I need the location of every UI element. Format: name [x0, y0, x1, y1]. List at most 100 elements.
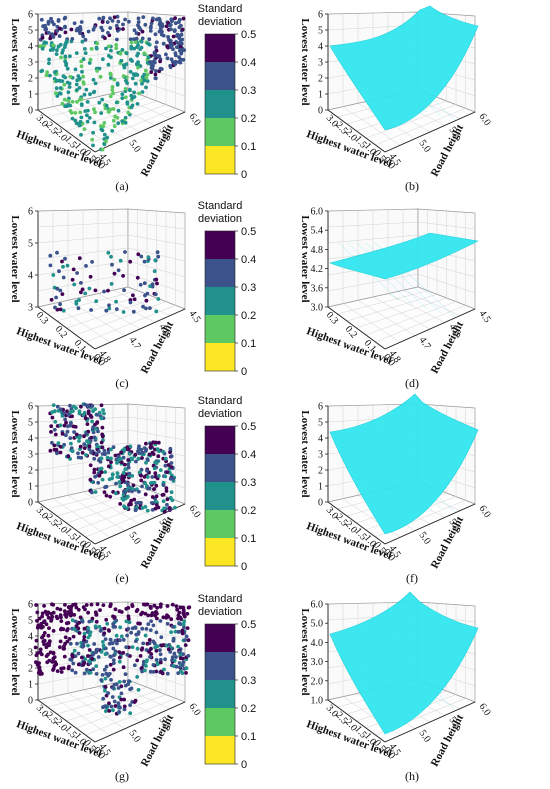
data-point — [52, 443, 57, 448]
data-point — [151, 16, 155, 21]
data-point — [146, 622, 151, 626]
z-tick-label: 2 — [318, 74, 323, 85]
data-point — [68, 109, 73, 113]
data-point — [67, 81, 72, 86]
data-point — [65, 429, 70, 434]
data-point — [119, 456, 123, 461]
data-point — [181, 611, 186, 615]
data-point — [184, 634, 189, 639]
data-point — [90, 616, 95, 621]
z-tick-label: 4.0 — [311, 638, 324, 649]
data-point — [177, 650, 182, 654]
data-point — [76, 74, 81, 78]
data-point — [51, 602, 56, 607]
data-point — [128, 259, 133, 264]
data-point — [99, 416, 104, 421]
data-point — [163, 456, 168, 461]
data-point — [102, 704, 107, 709]
y-tick-label: 4.5 — [477, 308, 493, 325]
data-point — [151, 623, 156, 628]
data-point — [92, 435, 97, 440]
data-point — [140, 29, 145, 34]
data-point — [34, 603, 38, 607]
data-point — [133, 40, 138, 44]
data-point — [72, 648, 77, 653]
data-point — [177, 610, 182, 615]
data-point — [63, 603, 67, 607]
data-point — [164, 24, 169, 29]
data-point — [71, 634, 76, 639]
data-point — [114, 100, 119, 105]
data-point — [130, 96, 135, 101]
data-point — [113, 638, 118, 643]
data-point — [143, 505, 148, 509]
data-point — [176, 60, 181, 64]
data-point — [148, 25, 153, 30]
data-point — [122, 679, 127, 684]
data-point — [174, 664, 179, 669]
panel-c-x-axis — [37, 306, 96, 350]
data-point — [58, 444, 63, 449]
data-point — [48, 448, 53, 453]
data-point — [119, 58, 124, 63]
data-point — [68, 403, 72, 408]
data-point — [92, 467, 97, 472]
data-point — [170, 43, 175, 47]
data-point — [164, 615, 169, 620]
data-point — [153, 32, 158, 37]
data-point — [45, 70, 49, 75]
data-point — [39, 69, 44, 74]
data-point — [101, 640, 105, 644]
data-point — [51, 403, 56, 407]
data-point — [102, 132, 107, 137]
data-point — [65, 424, 70, 429]
data-point — [79, 132, 83, 137]
data-point — [144, 627, 149, 631]
data-point — [149, 442, 153, 446]
data-point — [84, 453, 88, 457]
data-point — [139, 478, 144, 483]
data-point — [93, 474, 97, 479]
mesh-line — [365, 45, 442, 117]
data-point — [122, 288, 126, 293]
data-point — [47, 61, 51, 66]
data-point — [133, 626, 138, 630]
data-point — [141, 602, 146, 607]
data-point — [90, 260, 94, 264]
z-tick-label: 5.4 — [311, 226, 324, 237]
data-point — [154, 630, 159, 635]
z-tick-label: 2 — [28, 74, 33, 85]
data-point — [99, 440, 104, 445]
colorbar-swatch — [205, 62, 235, 90]
z-tick-label: 5 — [28, 239, 33, 250]
data-point — [71, 661, 76, 666]
data-point — [70, 99, 75, 104]
gridline — [112, 485, 171, 511]
z-tick-label: 2 — [28, 664, 33, 675]
data-point — [76, 455, 81, 460]
data-point — [130, 645, 135, 649]
data-point — [110, 472, 115, 477]
data-point — [66, 412, 71, 417]
data-point — [60, 51, 65, 55]
data-point — [78, 27, 83, 32]
data-point — [98, 608, 102, 612]
colorbar-tick-label: 0.4 — [241, 647, 256, 659]
data-point — [80, 655, 84, 660]
data-point — [82, 661, 87, 665]
z-tick-label: 6 — [28, 10, 33, 21]
data-point — [66, 90, 71, 95]
y-tick-label: 5.0 — [127, 138, 143, 155]
data-point — [71, 267, 76, 272]
data-point — [58, 302, 62, 307]
data-point — [121, 274, 125, 278]
data-point — [63, 30, 68, 35]
data-point — [109, 282, 114, 286]
data-point — [154, 461, 159, 465]
data-point — [121, 22, 125, 27]
colorbar-tick-label: 0.2 — [241, 505, 256, 517]
data-point — [79, 59, 84, 64]
data-point — [108, 94, 113, 99]
data-point — [115, 115, 120, 120]
